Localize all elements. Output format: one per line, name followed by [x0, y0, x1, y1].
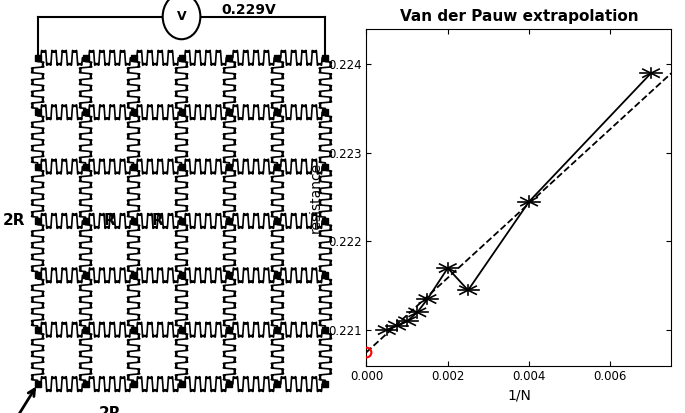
Circle shape — [163, 0, 200, 39]
Text: 2R: 2R — [3, 214, 25, 228]
Text: R: R — [151, 214, 164, 228]
Text: 2R: 2R — [99, 406, 121, 413]
Text: 0.229V: 0.229V — [221, 3, 275, 17]
Y-axis label: resistance: resistance — [308, 161, 323, 233]
Text: V: V — [177, 10, 186, 23]
X-axis label: 1/N: 1/N — [507, 389, 531, 403]
Text: R: R — [103, 214, 116, 228]
Title: Van der Pauw extrapolation: Van der Pauw extrapolation — [399, 9, 638, 24]
